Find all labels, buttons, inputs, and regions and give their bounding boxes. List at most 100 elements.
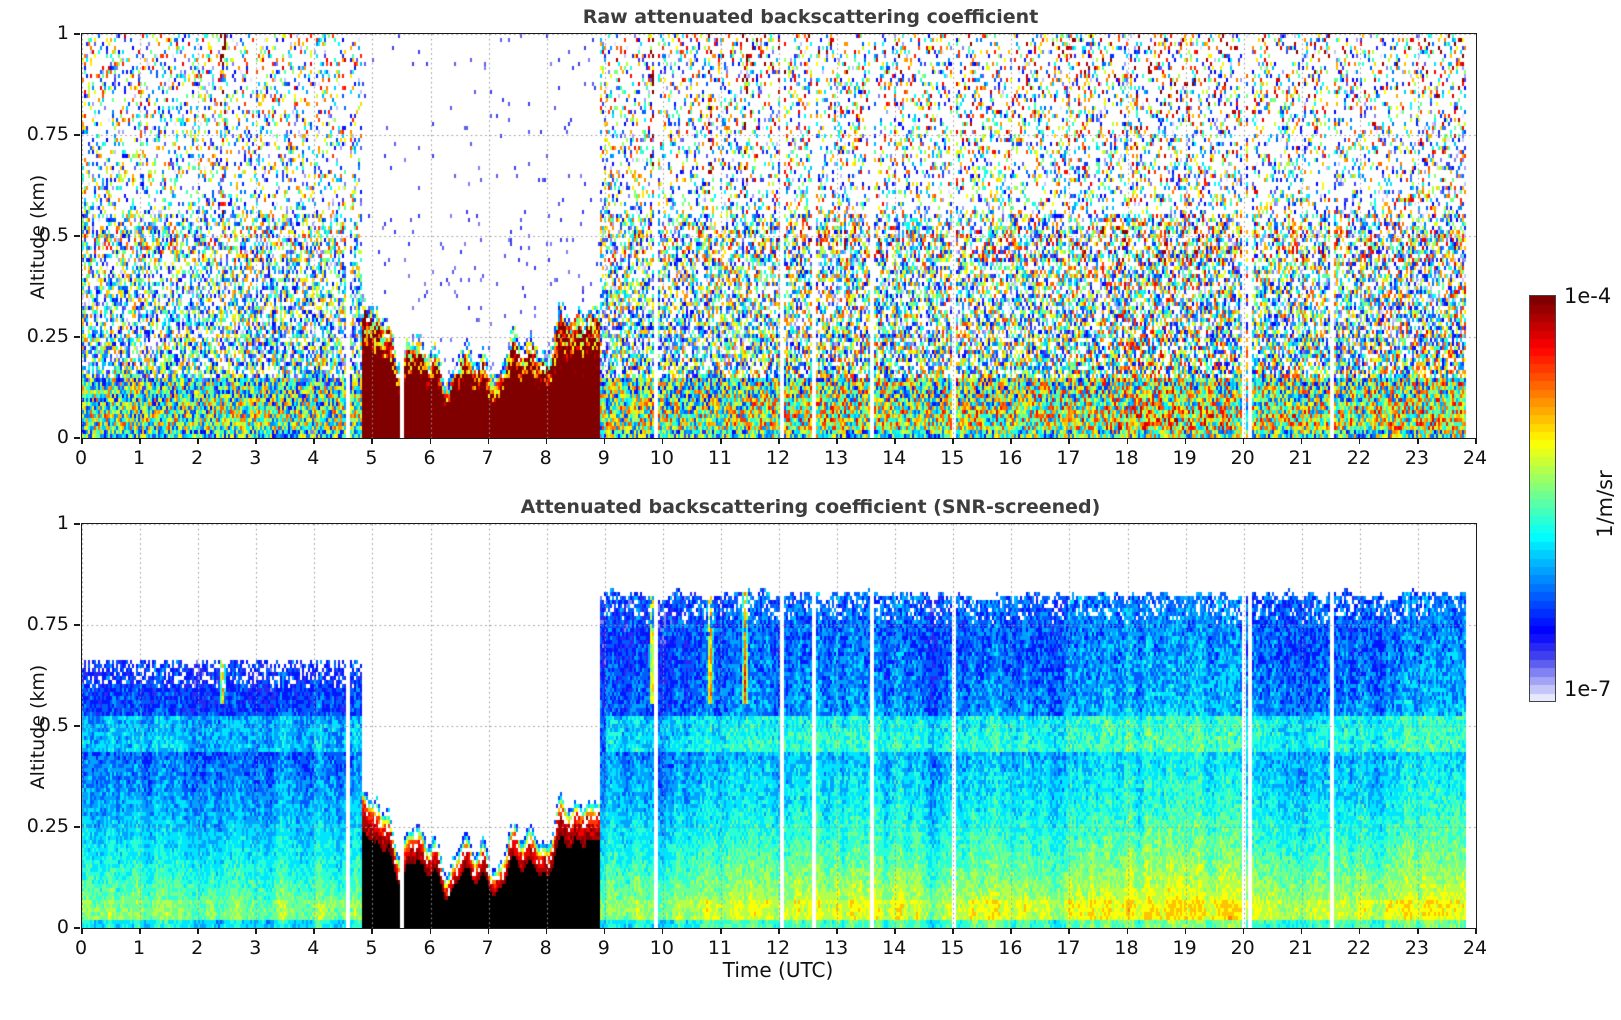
x-tick-label: 9	[597, 447, 610, 469]
x-tick-mark	[313, 438, 315, 444]
x-tick-mark	[1068, 438, 1070, 444]
x-tick-mark	[719, 928, 722, 934]
x-tick-mark	[1416, 438, 1419, 444]
x-tick-mark	[1242, 438, 1245, 444]
x-tick-label: 21	[1288, 447, 1313, 469]
x-tick-mark	[778, 438, 780, 444]
x-tick-mark	[1475, 928, 1477, 934]
y-tick-mark	[74, 826, 80, 828]
x-tick-label: 9	[597, 937, 610, 959]
x-tick-label: 8	[539, 447, 552, 469]
x-tick-mark	[487, 438, 490, 444]
y-tick-mark	[74, 437, 80, 439]
x-tick-label: 0	[74, 937, 88, 959]
colorbar-max-label: 1e-4	[1564, 284, 1612, 308]
x-tick-mark	[1475, 438, 1477, 444]
x-tick-label: 19	[1172, 937, 1197, 959]
x-tick-mark	[545, 928, 548, 934]
x-tick-mark	[139, 438, 141, 444]
y-tick-mark	[74, 134, 80, 136]
y-tick-label: 0	[56, 916, 69, 938]
y-tick-mark	[74, 523, 80, 525]
y-tick-mark	[74, 624, 80, 626]
x-tick-label: 4	[307, 937, 320, 959]
x-tick-mark	[255, 928, 257, 934]
x-tick-mark	[545, 438, 548, 444]
x-tick-label: 11	[707, 937, 732, 959]
x-tick-label: 3	[249, 937, 262, 959]
x-tick-label: 6	[423, 447, 436, 469]
x-tick-mark	[81, 438, 83, 444]
x-tick-label: 17	[1056, 937, 1081, 959]
x-tick-label: 20	[1230, 937, 1255, 959]
x-tick-label: 16	[998, 447, 1023, 469]
x-tick-mark	[139, 928, 141, 934]
x-tick-label: 0	[74, 447, 88, 469]
x-tick-label: 23	[1404, 937, 1429, 959]
x-tick-mark	[661, 928, 664, 934]
colorbar-min-label: 1e-7	[1564, 677, 1612, 701]
x-tick-label: 17	[1056, 447, 1081, 469]
x-tick-mark	[1126, 438, 1129, 444]
y-tick-mark	[74, 235, 80, 237]
x-tick-mark	[1010, 928, 1012, 934]
x-tick-label: 18	[1114, 937, 1139, 959]
x-tick-mark	[1242, 928, 1245, 934]
y-tick-label: 1	[56, 512, 69, 534]
x-tick-label: 15	[940, 937, 965, 959]
x-tick-label: 13	[823, 447, 849, 469]
x-tick-mark	[371, 928, 373, 934]
x-tick-label: 24	[1462, 937, 1488, 959]
x-tick-mark	[778, 928, 780, 934]
x-tick-label: 23	[1404, 447, 1429, 469]
x-tick-mark	[255, 438, 257, 444]
y-tick-label: 0.5	[38, 224, 69, 246]
heatmap-raw	[81, 33, 1477, 439]
x-tick-label: 1	[133, 937, 146, 959]
x-tick-label: 22	[1346, 937, 1371, 959]
y-tick-mark	[74, 725, 80, 727]
x-tick-mark	[1300, 438, 1303, 444]
x-tick-label: 20	[1230, 447, 1255, 469]
x-tick-mark	[1068, 928, 1070, 934]
x-tick-label: 4	[307, 447, 320, 469]
x-tick-label: 10	[649, 447, 674, 469]
y-tick-label: 0.75	[26, 613, 69, 635]
x-tick-mark	[371, 438, 373, 444]
x-tick-mark	[1300, 928, 1303, 934]
x-tick-mark	[313, 928, 315, 934]
heatmap-screened	[81, 523, 1477, 929]
y-tick-label: 0.5	[38, 714, 69, 736]
x-tick-mark	[719, 438, 722, 444]
y-tick-label: 0.75	[26, 123, 69, 145]
x-tick-label: 13	[823, 937, 849, 959]
x-tick-label: 7	[481, 937, 494, 959]
colorbar	[1529, 295, 1556, 702]
colorbar-gradient	[1530, 296, 1555, 701]
xlabel-time: Time (UTC)	[722, 958, 834, 982]
x-tick-mark	[429, 438, 432, 444]
x-tick-label: 14	[882, 447, 907, 469]
x-tick-label: 8	[539, 937, 552, 959]
x-tick-label: 16	[998, 937, 1023, 959]
x-tick-mark	[1358, 928, 1361, 934]
panel-title-screened: Attenuated backscattering coefficient (S…	[520, 496, 1101, 518]
x-tick-mark	[661, 438, 664, 444]
x-tick-mark	[1416, 928, 1419, 934]
x-tick-mark	[429, 928, 432, 934]
x-tick-label: 12	[765, 447, 791, 469]
x-tick-mark	[197, 438, 199, 444]
y-tick-label: 0.25	[26, 325, 69, 347]
x-tick-mark	[487, 928, 490, 934]
x-tick-label: 11	[707, 447, 732, 469]
colorbar-unit-label: 1/m/sr	[1593, 470, 1617, 538]
y-tick-mark	[74, 33, 80, 35]
x-tick-mark	[1184, 438, 1187, 444]
x-tick-label: 7	[481, 447, 494, 469]
x-tick-label: 1	[133, 447, 146, 469]
x-tick-label: 2	[191, 447, 204, 469]
x-tick-mark	[603, 438, 606, 444]
x-tick-mark	[603, 928, 606, 934]
x-tick-label: 19	[1172, 447, 1197, 469]
